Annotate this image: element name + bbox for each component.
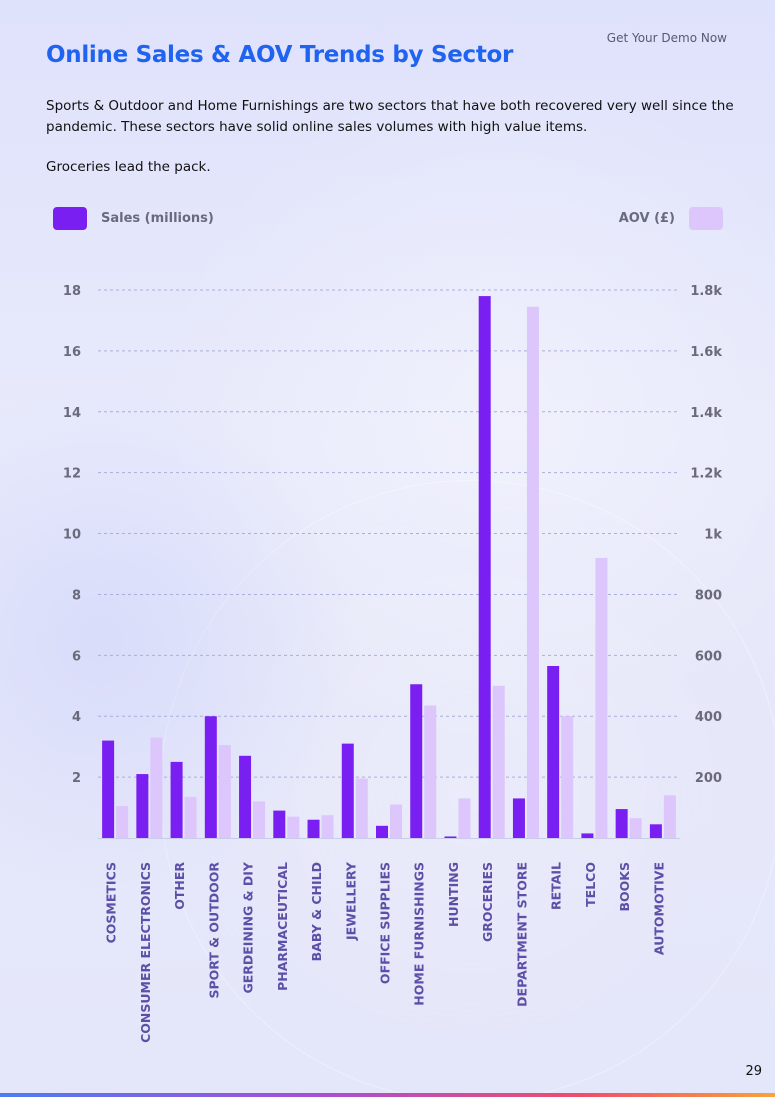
y-left-tick-label: 16 (63, 345, 81, 360)
y-right-tick-label: 600 (695, 649, 722, 664)
aov-bar (150, 737, 163, 838)
category-label: BABY & CHILD (309, 862, 324, 961)
category-label: GERDEINING & DIY (241, 861, 256, 993)
y-right-tick-label: 200 (695, 771, 722, 786)
sales-bar (512, 798, 525, 838)
y-right-tick-label: 1.6k (690, 345, 722, 360)
category-label: OTHER (172, 862, 187, 910)
y-left-tick-label: 8 (72, 588, 81, 603)
sales-bar (615, 809, 628, 838)
category-label: GROCERIES (480, 862, 495, 942)
get-demo-link[interactable]: Get Your Demo Now (606, 31, 727, 45)
category-label: BOOKS (617, 862, 632, 911)
category-label: RETAIL (549, 862, 564, 910)
aov-bar (424, 705, 437, 838)
sales-bar (273, 810, 286, 838)
sales-bar (478, 296, 491, 839)
category-label: TELCO (583, 862, 598, 907)
y-right-tick-label: 800 (695, 588, 722, 603)
sales-bar (136, 774, 149, 838)
category-label: PHARMACEUTICAL (275, 862, 290, 991)
aov-bar (458, 798, 471, 838)
legend-label-aov: AOV (£) (618, 211, 675, 226)
aov-bar (663, 795, 676, 838)
intro-paragraph: Sports & Outdoor and Home Furnishings ar… (46, 98, 734, 135)
y-left-tick-label: 4 (72, 710, 81, 725)
aov-bar (561, 716, 574, 838)
sales-bar (239, 755, 252, 838)
y-right-tick-label: 1.8k (690, 284, 722, 299)
y-right-tick-label: 1k (704, 528, 722, 543)
aov-bar (595, 557, 608, 838)
aov-bar (526, 306, 539, 838)
y-left-tick-label: 6 (72, 649, 81, 664)
legend-swatch-aov (689, 207, 723, 230)
legend-label-sales: Sales (millions) (101, 211, 214, 226)
footer-gradient-bar (0, 1093, 775, 1097)
category-label: OFFICE SUPPLIES (378, 862, 393, 984)
aov-bar (629, 818, 642, 838)
category-label: CONSUMER ELECTRONICS (138, 862, 153, 1043)
sales-bar (170, 761, 183, 838)
y-left-tick-label: 12 (63, 467, 81, 482)
sales-bar (547, 665, 560, 838)
sales-bar (102, 740, 115, 838)
legend-sales: Sales (millions) (53, 207, 214, 230)
aov-bar (218, 745, 231, 838)
sales-bar (204, 716, 217, 838)
y-left-tick-label: 18 (63, 284, 81, 299)
aov-bar (390, 804, 402, 838)
y-left-tick-label: 2 (72, 771, 81, 786)
y-left-tick-label: 10 (63, 528, 81, 543)
aov-bar (355, 778, 368, 838)
aov-bar (253, 801, 266, 838)
legend-swatch-sales (53, 207, 87, 230)
aov-bar (321, 815, 334, 838)
y-left-tick-label: 14 (63, 406, 81, 421)
aov-bar (116, 806, 129, 838)
category-label: DEPARTMENT STORE (514, 862, 529, 1007)
category-label: HOME FURNISHINGS (412, 862, 427, 1006)
sales-bar (649, 824, 662, 838)
sales-bar (341, 743, 354, 838)
page-title: Online Sales & AOV Trends by Sector (46, 42, 514, 68)
category-label: HUNTING (446, 862, 461, 927)
category-label: SPORT & OUTDOOR (206, 862, 221, 999)
aov-bar (184, 796, 197, 838)
aov-bar (492, 685, 505, 838)
y-right-tick-label: 400 (695, 710, 722, 725)
sales-bar (581, 833, 594, 838)
category-label: JEWELLERY (343, 861, 358, 941)
y-right-tick-label: 1.4k (690, 406, 722, 421)
sales-bar (444, 836, 457, 838)
sales-bar (410, 684, 423, 838)
page-number: 29 (745, 1064, 762, 1079)
intro-lead: Groceries lead the pack. (46, 159, 211, 175)
category-label: AUTOMOTIVE (651, 862, 666, 955)
legend-aov: AOV (£) (619, 207, 723, 230)
aov-bar (287, 816, 300, 838)
sales-bar (376, 825, 388, 838)
y-right-tick-label: 1.2k (690, 467, 722, 482)
background-circle (160, 480, 775, 1097)
sales-bar (307, 819, 320, 838)
category-label: COSMETICS (104, 862, 119, 943)
